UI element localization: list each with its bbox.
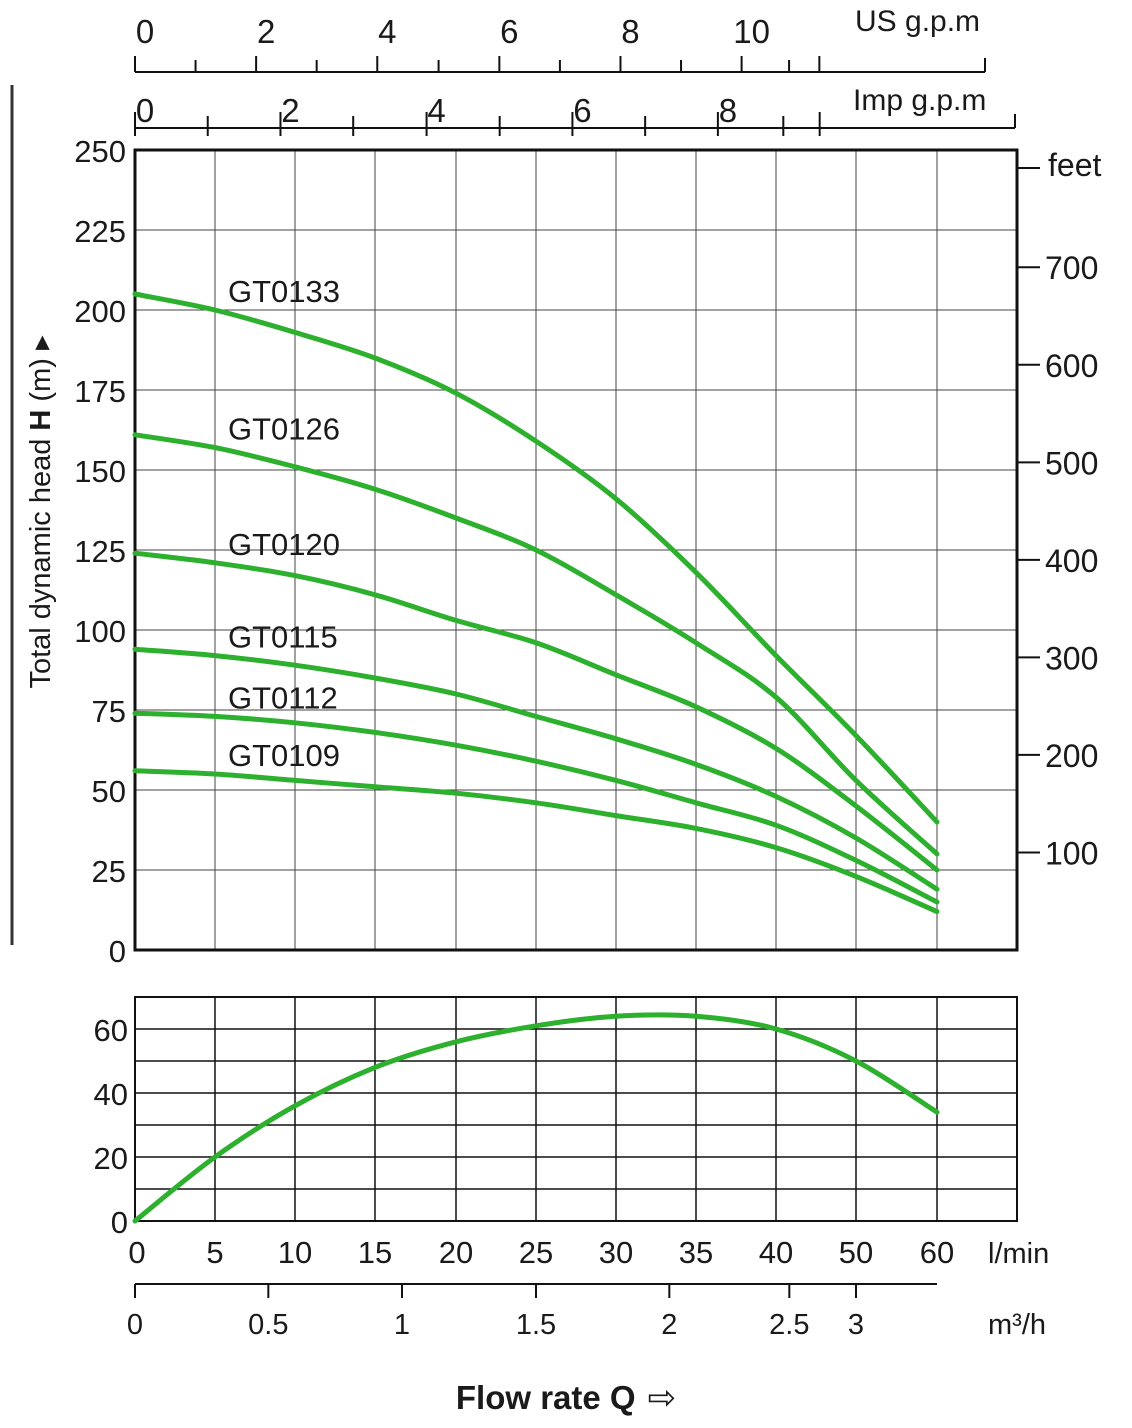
head-curve-gt0109 xyxy=(132,768,940,915)
m3h-tick-label: 2.5 xyxy=(769,1309,809,1341)
x-tick-label: 0 xyxy=(128,1235,145,1270)
head-curve-gt0120 xyxy=(132,550,940,873)
top-axis-unit: Imp g.p.m xyxy=(853,84,986,117)
y-tick-label: 50 xyxy=(92,774,126,809)
right-axis-tick-label: 400 xyxy=(1045,543,1098,579)
top-axis-tick-label: 6 xyxy=(500,13,518,50)
right-axis-tick-label: 300 xyxy=(1045,640,1098,676)
x-tick-label: 15 xyxy=(358,1235,392,1270)
eff-y-tick-label: 20 xyxy=(94,1141,128,1176)
m3h-tick-label: 1.5 xyxy=(516,1309,556,1341)
curve-label-gt0109: GT0109 xyxy=(228,738,340,773)
x-tick-label: 25 xyxy=(519,1235,553,1270)
m3h-tick-label: 0.5 xyxy=(248,1309,288,1341)
curve-label-gt0120: GT0120 xyxy=(228,527,340,562)
top-axis-tick-label: 8 xyxy=(621,13,639,50)
flow-rate-label: Flow rate Q xyxy=(455,1379,636,1416)
top-axis-tick-label: 0 xyxy=(136,13,154,50)
curve-label-gt0112: GT0112 xyxy=(228,680,338,715)
x-tick-label: 35 xyxy=(679,1235,713,1270)
top-axis-tick-label: 2 xyxy=(257,13,275,50)
x-tick-label: 30 xyxy=(599,1235,633,1270)
head-curve-gt0112 xyxy=(132,710,940,905)
y-tick-label: 150 xyxy=(74,454,126,489)
m3h-tick-label: 0 xyxy=(127,1309,143,1341)
x-axis-unit: l/min xyxy=(988,1238,1049,1270)
head-curve-gt0115 xyxy=(132,646,940,892)
y-tick-label: 100 xyxy=(74,614,126,649)
top-axis-tick-label: 8 xyxy=(719,92,737,129)
y-tick-label: 75 xyxy=(92,694,126,729)
eff-plot-frame xyxy=(134,996,1018,1222)
curve-label-gt0126: GT0126 xyxy=(228,412,340,447)
y-tick-label: 175 xyxy=(74,374,126,409)
x-tick-label: 10 xyxy=(278,1235,312,1270)
x-axis-title: Flow rate Q ⇨ xyxy=(0,1378,1132,1418)
y-axis-title: Total dynamic head H (m) ▸ xyxy=(25,335,57,688)
y-tick-label: 125 xyxy=(74,534,126,569)
top-axis-tick-label: 2 xyxy=(281,92,299,129)
x-tick-label: 5 xyxy=(206,1235,223,1270)
top-axis-tick-label: 4 xyxy=(427,92,445,129)
x-tick-label: 50 xyxy=(839,1235,873,1270)
m3h-tick-label: 3 xyxy=(848,1309,864,1341)
main-plot-frame xyxy=(133,148,1019,952)
eff-y-tick-label: 0 xyxy=(111,1205,128,1240)
y-tick-label: 250 xyxy=(74,134,126,169)
top-axis-unit: US g.p.m xyxy=(855,5,980,38)
efficiency-curve xyxy=(132,1012,940,1224)
top-axis-tick-label: 6 xyxy=(573,92,591,129)
y-tick-label: 25 xyxy=(92,854,126,889)
eff-y-tick-label: 40 xyxy=(94,1077,128,1112)
head-curve-gt0133 xyxy=(132,291,940,825)
x-tick-label: 60 xyxy=(920,1235,954,1270)
y-tick-label: 0 xyxy=(109,934,126,969)
x-tick-label: 40 xyxy=(759,1235,793,1270)
right-axis-unit: feet xyxy=(1048,147,1101,183)
m3h-axis-unit: m³/h xyxy=(988,1309,1046,1341)
right-axis-tick-label: 100 xyxy=(1045,835,1098,871)
right-axis-tick-label: 700 xyxy=(1045,250,1098,286)
y-tick-label: 225 xyxy=(74,214,126,249)
x-tick-label: 20 xyxy=(439,1235,473,1270)
top-axis-tick-label: 0 xyxy=(136,92,154,129)
right-axis-tick-label: 500 xyxy=(1045,445,1098,481)
curve-label-gt0115: GT0115 xyxy=(228,620,338,655)
right-arrow-icon: ⇨ xyxy=(647,1379,677,1417)
top-axis-tick-label: 10 xyxy=(733,13,770,50)
m3h-tick-label: 1 xyxy=(394,1309,410,1341)
curve-label-gt0133: GT0133 xyxy=(228,274,340,309)
top-axis-tick-label: 4 xyxy=(378,13,396,50)
m3h-tick-label: 2 xyxy=(661,1309,677,1341)
head-curve-gt0126 xyxy=(132,432,940,857)
right-axis-tick-label: 600 xyxy=(1045,348,1098,384)
y-tick-label: 200 xyxy=(74,294,126,329)
right-axis-tick-label: 200 xyxy=(1045,738,1098,774)
eff-y-tick-label: 60 xyxy=(94,1013,128,1048)
